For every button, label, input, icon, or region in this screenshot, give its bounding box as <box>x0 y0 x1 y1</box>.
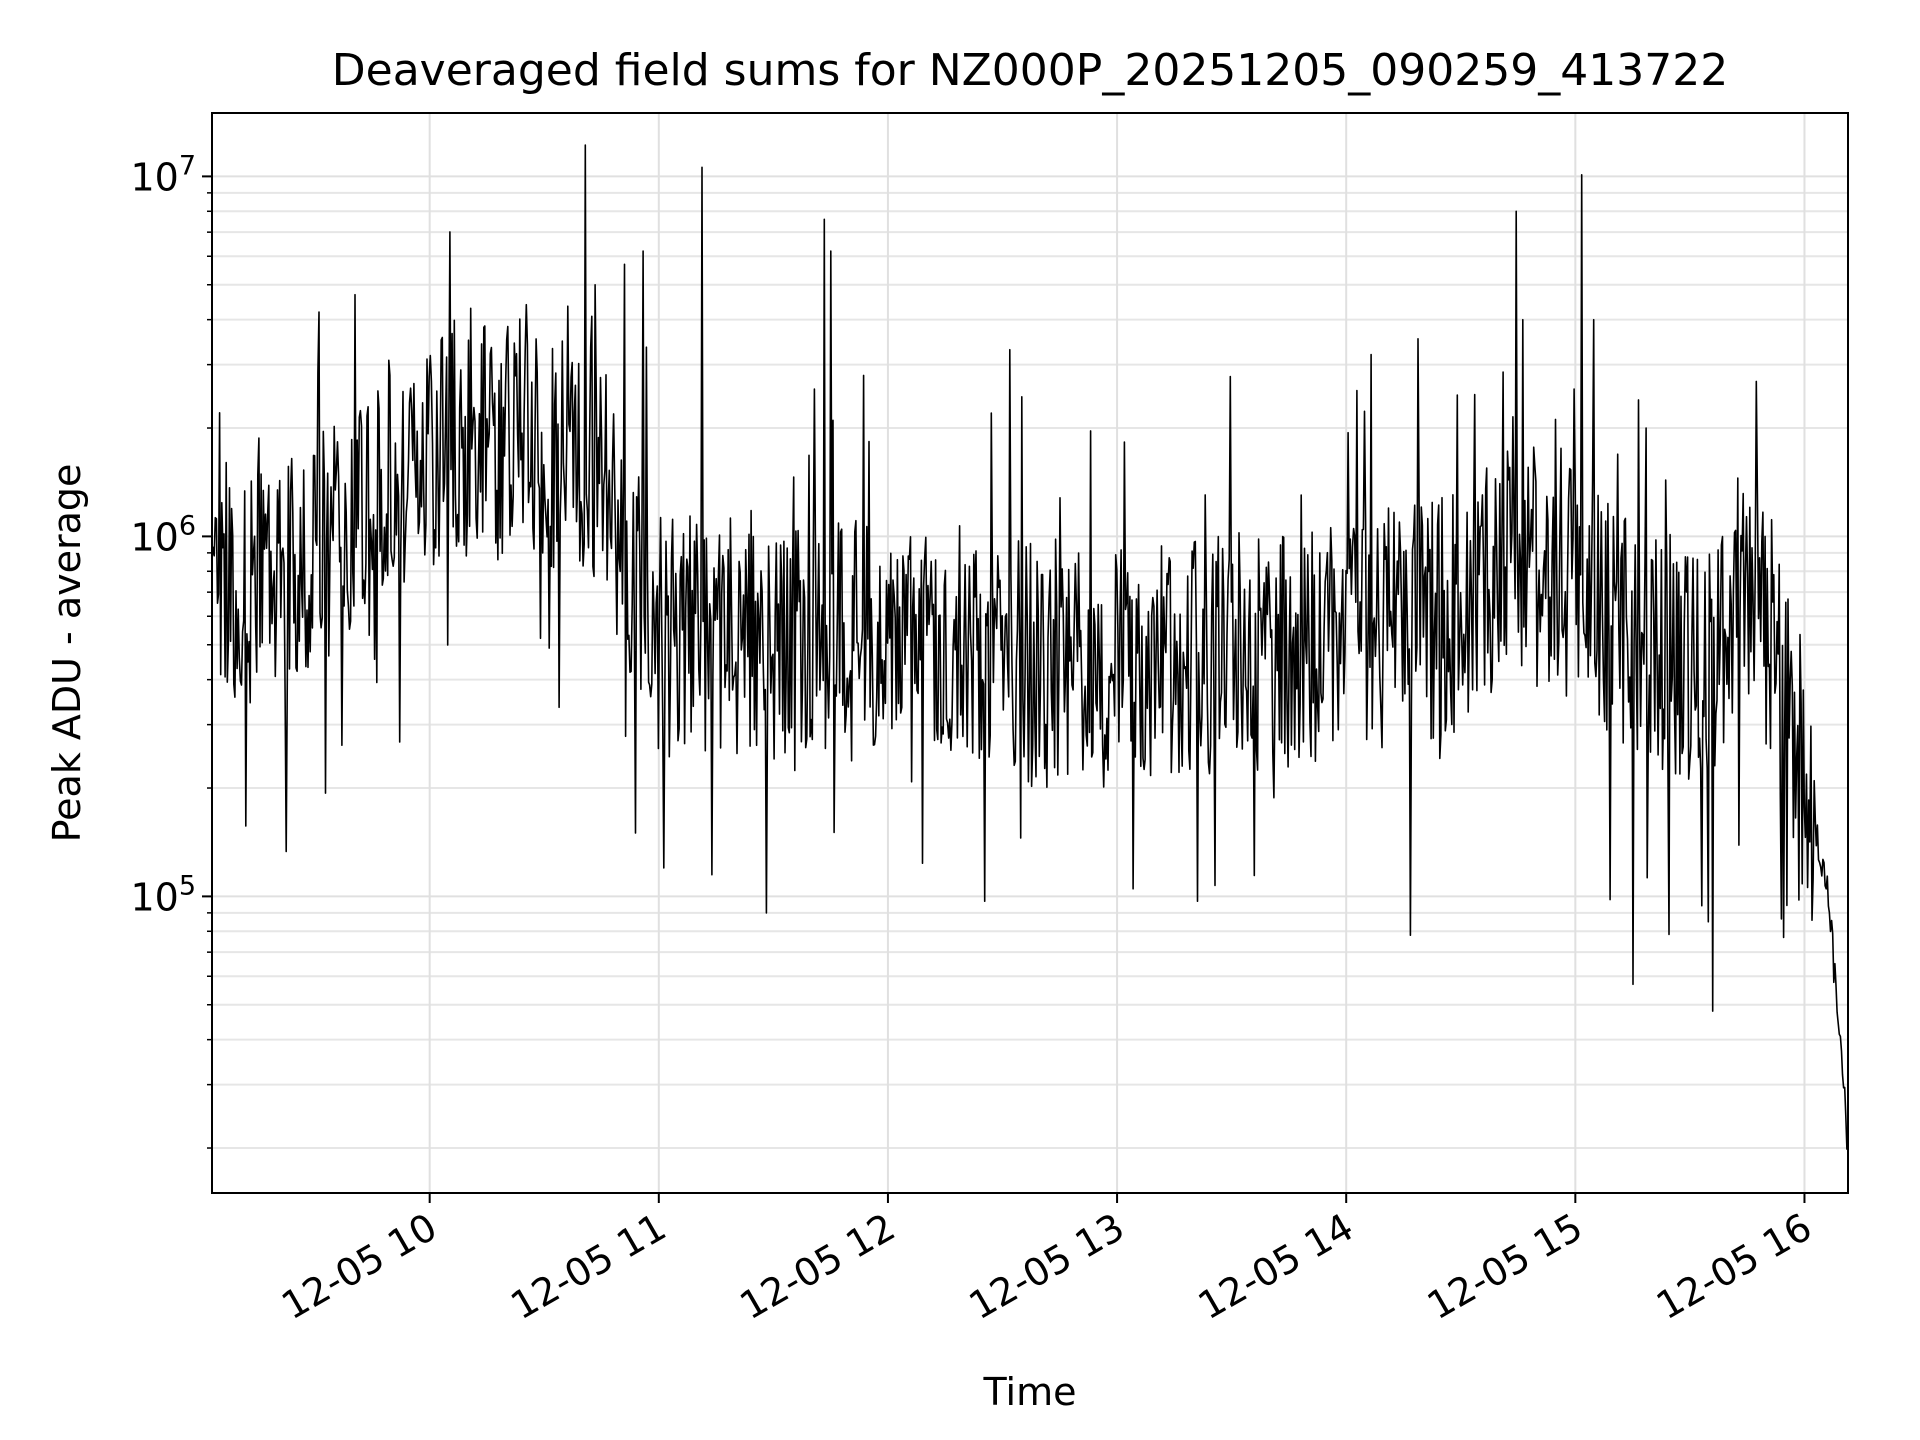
series-line <box>211 144 1849 1150</box>
y-axis: 105 106 107 <box>130 150 212 1149</box>
y-tick-label: 106 <box>130 510 196 559</box>
y-tick-label: 107 <box>130 150 196 199</box>
chart-title: Deaveraged field sums for NZ000P_2025120… <box>332 45 1728 96</box>
y-axis-label: Peak ADU - average <box>45 464 89 843</box>
data-series <box>211 144 1849 1150</box>
y-tick-label: 105 <box>130 870 196 919</box>
plot-frame <box>211 112 1849 1194</box>
x-axis-label: Time <box>983 1370 1077 1414</box>
